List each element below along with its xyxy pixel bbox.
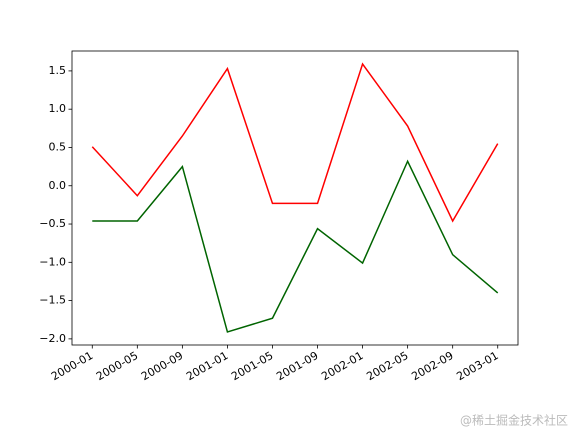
x-tick-label: 2000-01 — [49, 349, 95, 383]
x-tick-label: 2002-09 — [409, 349, 455, 383]
y-tick-label: 1.0 — [49, 102, 67, 115]
line-series — [92, 159, 499, 333]
x-tick-label: 2002-05 — [364, 349, 410, 383]
y-tick-label: 0.0 — [49, 179, 67, 192]
plot-frame — [71, 50, 519, 346]
y-tick-label: −2.0 — [39, 332, 66, 345]
y-tick-label: −1.5 — [39, 294, 66, 307]
x-tick-label: 2000-09 — [139, 349, 185, 383]
y-tick-label: −0.5 — [39, 217, 66, 230]
x-tick-label: 2001-09 — [274, 349, 320, 383]
x-tick-label: 2000-05 — [94, 349, 140, 383]
x-tick-label: 2001-01 — [184, 349, 230, 383]
line-series — [91, 62, 499, 223]
x-tick-label: 2003-01 — [454, 349, 500, 383]
watermark: @稀土掘金技术社区 — [460, 413, 568, 428]
x-tick-label: 2002-01 — [319, 349, 365, 383]
y-tick-label: −1.0 — [39, 255, 66, 268]
x-tick-label: 2001-05 — [229, 349, 275, 383]
y-tick-label: 0.5 — [49, 140, 67, 153]
y-tick-label: 1.5 — [49, 64, 67, 77]
